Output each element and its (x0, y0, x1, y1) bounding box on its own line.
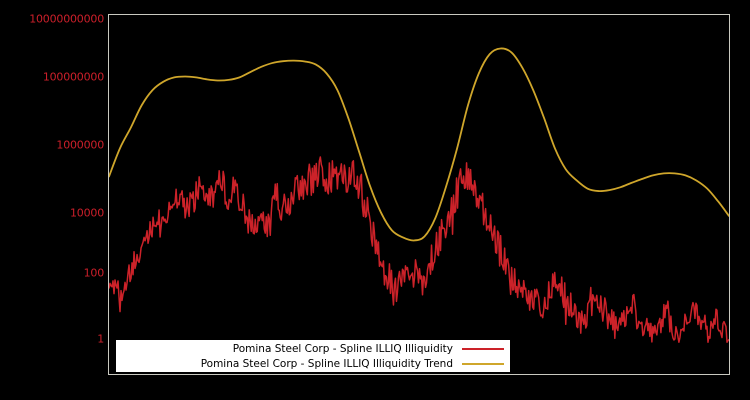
series-line-illiquidity (109, 156, 729, 343)
legend-item-illiquidity: Pomina Steel Corp - Spline ILLIQ Illiqui… (116, 341, 510, 356)
y-axis-tick-label: 10000000000 (29, 12, 104, 26)
y-axis-tick-label: 1 (97, 332, 104, 346)
legend-label: Pomina Steel Corp - Spline ILLIQ Illiqui… (200, 357, 453, 370)
y-axis-tick-label: 1000000 (56, 138, 104, 152)
y-axis-tick-label: 10000 (70, 206, 104, 220)
y-axis-tick-label: 100 (83, 266, 105, 280)
legend-color-swatch-illiquidity (462, 347, 504, 350)
legend-label: Pomina Steel Corp - Spline ILLIQ Illiqui… (232, 342, 453, 355)
y-axis-tick-labels: 10000000000 100000000 1000000 10000 100 … (0, 0, 104, 400)
legend-color-swatch-trend (462, 362, 504, 365)
y-axis-tick-label: 100000000 (42, 70, 104, 84)
legend-item-trend: Pomina Steel Corp - Spline ILLIQ Illiqui… (116, 356, 510, 371)
chart-legend: Pomina Steel Corp - Spline ILLIQ Illiqui… (116, 340, 510, 372)
series-line-trend (109, 47, 729, 242)
